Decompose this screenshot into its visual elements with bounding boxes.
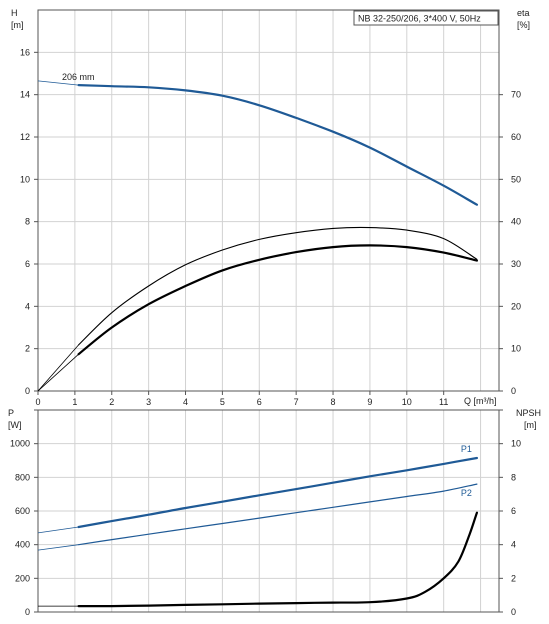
efficiency-curve-lower-extension — [37, 353, 79, 392]
title-box — [353, 10, 499, 26]
y-tick-right-label: 10 — [511, 439, 521, 449]
efficiency-curve-lower — [77, 244, 478, 356]
x-tick-label: 1 — [72, 397, 77, 407]
x-tick-label: 5 — [220, 397, 225, 407]
series-label-p2: P2 — [461, 488, 472, 498]
npsh-curve — [77, 511, 478, 608]
x-tick-label: 7 — [294, 397, 299, 407]
power-curve-p2-extension — [37, 544, 79, 551]
y-tick-left-label: 0 — [25, 607, 30, 617]
y-tick-left-label: 1000 — [10, 439, 30, 449]
x-tick-label: 4 — [183, 397, 188, 407]
x-tick-label: 2 — [109, 397, 114, 407]
x-axis-label: Q [m³/h] — [464, 396, 497, 406]
y-axis-right-unit: [m] — [524, 420, 537, 430]
impeller-diameter-annotation: 206 mm — [62, 72, 95, 82]
y-tick-left-label: 200 — [15, 573, 30, 583]
y-tick-left-label: 12 — [20, 132, 30, 142]
y-axis-right-unit: [%] — [517, 20, 530, 30]
y-tick-left-label: 4 — [25, 301, 30, 311]
y-tick-right-label: 60 — [511, 132, 521, 142]
y-tick-left-label: 800 — [15, 472, 30, 482]
efficiency-curve-upper-extension — [37, 344, 79, 392]
y-tick-left-label: 16 — [20, 47, 30, 57]
y-axis-left-name: P — [8, 408, 14, 418]
y-tick-left-label: 0 — [25, 386, 30, 396]
x-tick-label: 11 — [439, 397, 448, 407]
y-tick-right-label: 4 — [511, 540, 516, 550]
head-curve-206mm — [77, 84, 478, 206]
x-tick-label: 8 — [331, 397, 336, 407]
power-curve-p1-extension — [37, 526, 79, 534]
y-tick-left-label: 14 — [20, 90, 30, 100]
y-tick-right-label: 70 — [511, 90, 521, 100]
head-curve-extension — [37, 80, 79, 86]
y-tick-right-label: 0 — [511, 607, 516, 617]
y-axis-right-name: NPSH — [516, 408, 541, 418]
x-tick-label: 10 — [402, 397, 412, 407]
y-tick-left-label: 2 — [25, 344, 30, 354]
x-tick-label: 3 — [146, 397, 151, 407]
y-tick-left-label: 10 — [20, 174, 30, 184]
y-tick-left-label: 400 — [15, 540, 30, 550]
y-axis-left-name: H — [11, 8, 18, 18]
y-tick-left-label: 8 — [25, 217, 30, 227]
power-npsh-panel: 0 200 400 600 800 1000 0 2 4 6 8 10 P [W] NPSH [m] P1 P2 — [8, 408, 541, 617]
y-axis-left-unit: [m] — [11, 20, 24, 30]
y-tick-right-label: 20 — [511, 301, 521, 311]
series-label-p1: P1 — [461, 444, 472, 454]
x-tick-label: 9 — [367, 397, 372, 407]
efficiency-curve-upper — [78, 226, 478, 346]
power-curve-p1 — [77, 456, 478, 529]
y-axis-left-unit: [W] — [8, 420, 22, 430]
x-tick-label: 6 — [257, 397, 262, 407]
y-tick-right-label: 6 — [511, 506, 516, 516]
chart-title: NB 32-250/206, 3*400 V, 50Hz — [358, 14, 481, 24]
y-tick-right-label: 50 — [511, 174, 521, 184]
y-tick-right-label: 30 — [511, 259, 521, 269]
y-axis-right-name: eta — [517, 8, 530, 18]
power-curve-p2 — [78, 483, 478, 546]
y-tick-left-label: 600 — [15, 506, 30, 516]
y-tick-right-label: 0 — [511, 386, 516, 396]
y-tick-right-label: 2 — [511, 573, 516, 583]
x-tick-label: 0 — [35, 397, 40, 407]
y-tick-right-label: 40 — [511, 217, 521, 227]
y-tick-left-label: 6 — [25, 259, 30, 269]
y-tick-right-label: 10 — [511, 344, 521, 354]
y-tick-right-label: 8 — [511, 472, 516, 482]
top-plot-frame — [37, 9, 500, 392]
